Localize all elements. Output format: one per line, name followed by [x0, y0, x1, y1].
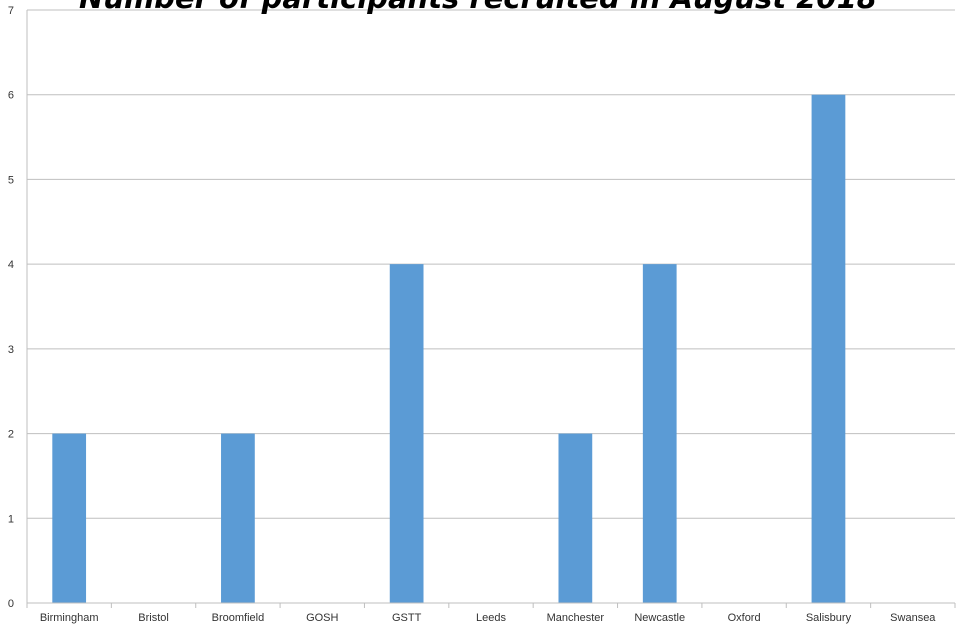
- x-tick-label: Oxford: [728, 612, 761, 624]
- x-tick-label: Leeds: [476, 612, 506, 624]
- bar-broomfield: [221, 433, 255, 603]
- y-tick-label: 0: [8, 598, 14, 610]
- bar-birmingham: [52, 433, 87, 603]
- tick-labels: 0 1 2 3 4 5 6 7 Birmingham Bristol Broomfield GOSH G…: [8, 5, 936, 624]
- x-tick-label: Manchester: [547, 612, 605, 624]
- y-tick-label: 3: [8, 344, 14, 356]
- bars: [52, 94, 846, 603]
- bar-gstt: [389, 264, 424, 603]
- y-tick-label: 4: [8, 259, 14, 271]
- bar-manchester: [558, 433, 593, 603]
- bar-newcastle: [642, 264, 677, 603]
- x-tick-label: Swansea: [890, 612, 936, 624]
- x-tick-label: Birmingham: [40, 612, 99, 624]
- y-tick-label: 7: [8, 5, 14, 17]
- y-tick-label: 6: [8, 90, 14, 102]
- x-tick-label: Newcastle: [634, 612, 685, 624]
- gridlines: [27, 9, 955, 519]
- x-tick-label: Broomfield: [212, 612, 265, 624]
- y-tick-label: 2: [8, 429, 14, 441]
- x-tick-label: GSTT: [392, 612, 422, 624]
- chart-title: Number of participants recruited in Augu…: [79, 0, 877, 15]
- y-tick-label: 1: [8, 513, 14, 525]
- y-tick-label: 5: [8, 174, 14, 186]
- x-tick-label: GOSH: [306, 612, 338, 624]
- axes: [26, 10, 956, 608]
- x-tick-label: Bristol: [138, 612, 169, 624]
- x-tick-label: Salisbury: [806, 612, 852, 624]
- bar-salisbury: [811, 94, 846, 603]
